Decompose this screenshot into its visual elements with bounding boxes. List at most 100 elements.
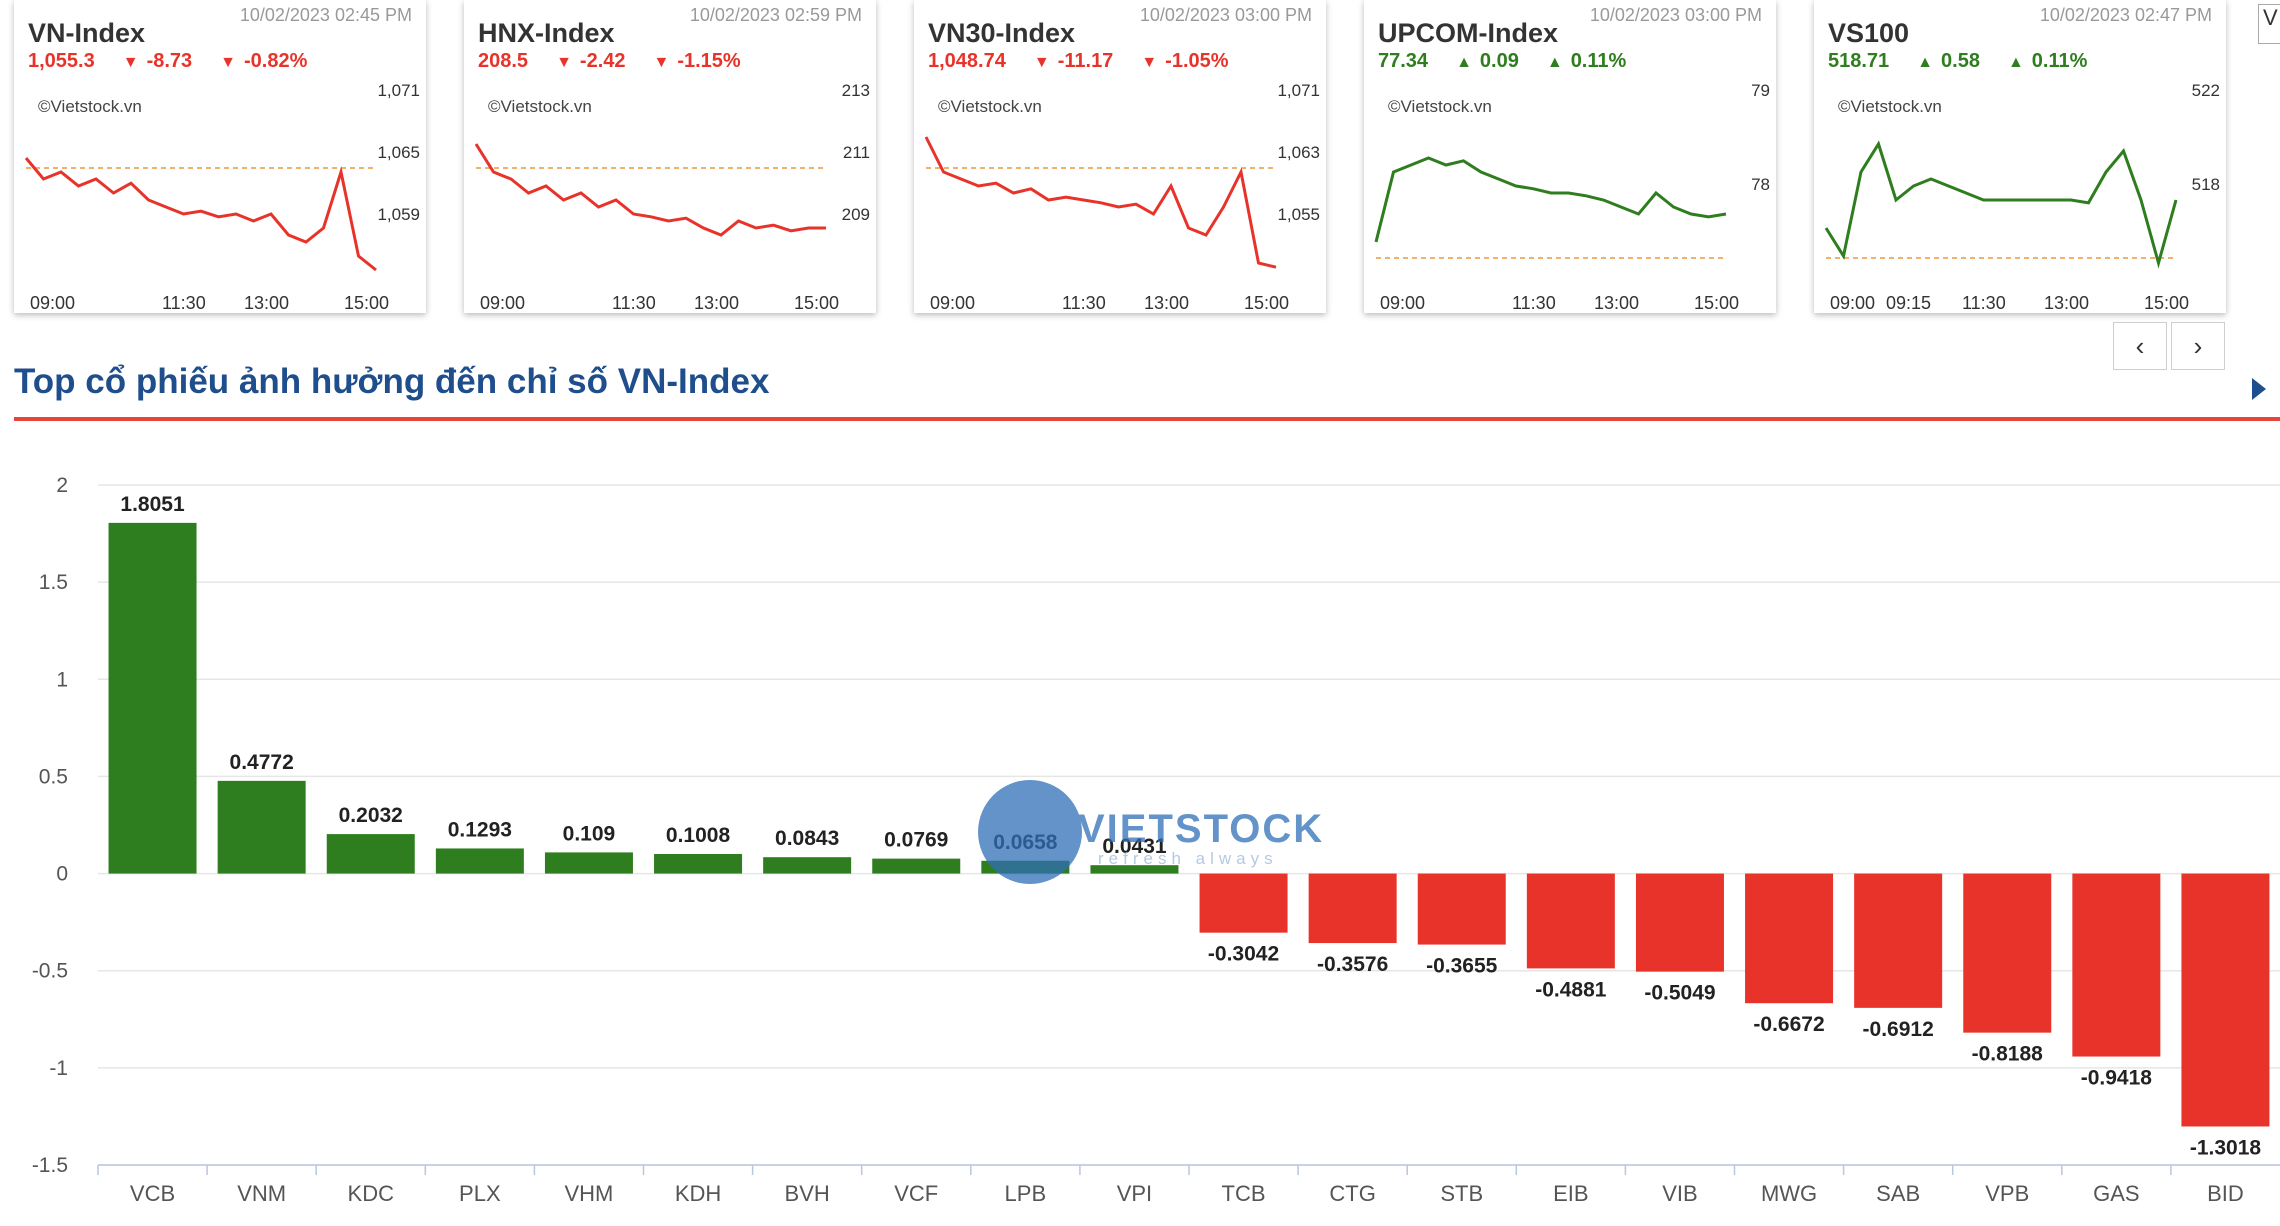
index-timestamp: 10/02/2023 02:59 PM <box>689 5 862 25</box>
y-tick-label: -1 <box>49 1057 68 1080</box>
x-tick-label: SAB <box>1876 1181 1920 1206</box>
x-tick-label: KDC <box>348 1181 395 1206</box>
x-tick-label: 09:00 <box>30 293 75 313</box>
x-tick-label: 15:00 <box>2144 293 2189 313</box>
index-percent: -1.05% <box>1165 50 1229 72</box>
y-tick-label: 0 <box>56 863 68 886</box>
bar-kdh <box>654 853 743 874</box>
y-tick-label: 211 <box>843 143 870 162</box>
brand-label: ©Vietstock.vn <box>38 97 142 116</box>
next-button[interactable]: › <box>2171 322 2225 370</box>
topright-fragment[interactable]: V <box>2258 4 2280 44</box>
x-tick-label: 15:00 <box>794 293 839 313</box>
index-sparkline: 1,071 1,065 1,059 09:00 11:30 13:00 15:00 <box>24 81 420 313</box>
y-tick-label: 209 <box>842 205 870 224</box>
index-name: VS100 <box>1828 18 1910 48</box>
data-label: -0.6672 <box>1753 1013 1824 1036</box>
x-tick-label: 15:00 <box>1244 293 1289 313</box>
y-tick-label: 1,065 <box>377 143 420 162</box>
data-label: -0.9418 <box>2081 1067 2153 1090</box>
y-tick-label: 213 <box>842 81 870 100</box>
bar-vcf <box>872 858 961 874</box>
bar-vnm <box>217 780 306 874</box>
x-tick-label: 13:00 <box>694 293 739 313</box>
data-label: -0.4881 <box>1535 978 1607 1001</box>
section-title-rule <box>14 417 2280 421</box>
index-card-hnx-index[interactable]: HNX-Index 10/02/2023 02:59 PM 208.5 ▼ -2.42 ▼… <box>464 0 876 313</box>
data-label: -1.3018 <box>2190 1136 2262 1159</box>
brand-label: ©Vietstock.vn <box>1388 97 1492 116</box>
watermark-globe-icon <box>978 780 1082 884</box>
bar-tcb <box>1199 873 1288 933</box>
y-tick-label: -0.5 <box>32 960 68 983</box>
watermark-text: VIETSTOCK <box>1078 807 1324 851</box>
section-arrow-icon[interactable] <box>2252 378 2266 400</box>
bar-vib <box>1635 873 1724 972</box>
x-tick-label: 11:30 <box>1962 293 2006 313</box>
index-value: 1,055.3 <box>28 50 95 72</box>
x-tick-label: BID <box>2207 1181 2244 1206</box>
x-tick-label: VPB <box>1985 1181 2029 1206</box>
data-label: -0.8188 <box>1972 1043 2044 1066</box>
index-values: 518.71 ▲ 0.58 ▲ 0.11% <box>1828 50 2115 73</box>
down-triangle-icon: ▼ <box>1033 54 1050 71</box>
y-tick-label: 1,063 <box>1277 143 1320 162</box>
data-label: 0.0843 <box>775 827 839 850</box>
bar-ctg <box>1308 873 1397 944</box>
data-label: 0.1008 <box>666 824 731 847</box>
y-tick-label: 1.5 <box>39 571 68 594</box>
bar-plx <box>435 848 524 874</box>
data-label: 1.8051 <box>120 493 185 516</box>
index-values: 77.34 ▲ 0.09 ▲ 0.11% <box>1378 50 1654 73</box>
down-triangle-icon: ▼ <box>122 54 139 71</box>
index-card-upcom-index[interactable]: UPCOM-Index 10/02/2023 03:00 PM 77.34 ▲ 0.09… <box>1364 0 1776 313</box>
index-name: HNX-Index <box>478 18 615 48</box>
x-tick-label: BVH <box>785 1181 830 1206</box>
index-cards-strip: VN-Index 10/02/2023 02:45 PM 1,055.3 ▼ -8.73… <box>0 0 2280 320</box>
index-sparkline: 79 78 09:00 11:30 13:00 15:00 <box>1374 81 1770 313</box>
index-change: -11.17 <box>1057 50 1114 72</box>
index-value: 1,048.74 <box>928 50 1006 72</box>
prev-button[interactable]: ‹ <box>2113 322 2167 370</box>
section-title: Top cổ phiếu ảnh hưởng đến chỉ số VN-Ind… <box>14 362 770 401</box>
x-tick-label: 13:00 <box>1594 293 1639 313</box>
brand-label: ©Vietstock.vn <box>488 97 592 116</box>
x-tick-label: VCF <box>894 1181 938 1206</box>
data-label: 0.109 <box>563 822 616 845</box>
bar-stb <box>1417 873 1506 945</box>
x-tick-label: PLX <box>459 1181 501 1206</box>
x-tick-label: VIB <box>1662 1181 1697 1206</box>
x-tick-label: 09:00 <box>1380 293 1425 313</box>
brand-label: ©Vietstock.vn <box>938 97 1042 116</box>
y-tick-label: 1 <box>56 668 68 691</box>
index-card-vs100[interactable]: VS100 10/02/2023 02:47 PM 518.71 ▲ 0.58 ▲ 0.11… <box>1814 0 2226 313</box>
index-card-vn30-index[interactable]: VN30-Index 10/02/2023 03:00 PM 1,048.74 ▼ -1… <box>914 0 1326 313</box>
y-tick-label: 2 <box>56 474 68 497</box>
x-tick-label: 09:00 <box>930 293 975 313</box>
x-tick-label: 11:30 <box>1062 293 1106 313</box>
down-triangle-icon: ▼ <box>556 54 572 71</box>
x-tick-label: MWG <box>1761 1181 1817 1206</box>
bar-mwg <box>1745 873 1834 1004</box>
y-tick-label: 78 <box>1751 175 1770 194</box>
bar-bid <box>2181 873 2270 1127</box>
down-triangle-icon: ▼ <box>220 54 237 71</box>
data-label: 0.1293 <box>448 818 512 841</box>
down-triangle-icon: ▼ <box>653 54 670 71</box>
index-line <box>1374 156 1727 243</box>
bar-bvh <box>763 857 852 874</box>
x-tick-label: 09:00 <box>480 293 525 313</box>
y-tick-label: 1,071 <box>377 81 420 100</box>
data-label: -0.6912 <box>1863 1018 1934 1041</box>
bar-vhm <box>544 852 633 874</box>
data-label: 0.0431 <box>1102 835 1167 858</box>
index-values: 1,048.74 ▼ -11.17 ▼ -1.05% <box>928 50 1257 73</box>
up-triangle-icon: ▲ <box>1917 54 1934 71</box>
x-tick-label: 09:00 <box>1830 293 1875 313</box>
y-tick-label: 1,055 <box>1277 205 1320 224</box>
x-tick-label: VNM <box>237 1181 286 1206</box>
bar-eib <box>1526 873 1615 969</box>
y-tick-label: 1,059 <box>377 205 420 224</box>
index-card-vn-index[interactable]: VN-Index 10/02/2023 02:45 PM 1,055.3 ▼ -8.73… <box>14 0 426 313</box>
